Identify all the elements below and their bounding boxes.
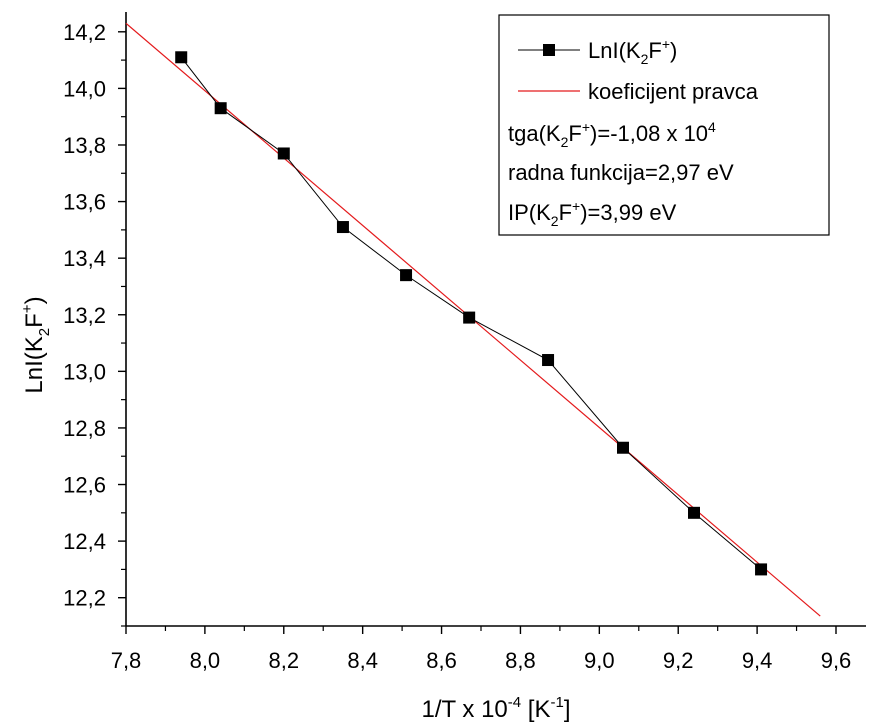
axis-tick-labels: 7,8 8,0 8,2 8,4 8,6 8,8 9,0 9,2 9,4 9,6 12,2 12,4 12… xyxy=(63,20,851,673)
y-axis-title-sup: + xyxy=(19,304,36,313)
y-tick-label: 12,8 xyxy=(63,416,106,441)
x-tick-label: 9,0 xyxy=(584,648,615,673)
y-tick-label: 13,4 xyxy=(63,246,106,271)
x-tick-label: 8,2 xyxy=(268,648,299,673)
y-tick-label: 13,8 xyxy=(63,133,106,158)
x-tick-label: 9,6 xyxy=(821,648,852,673)
data-point-marker xyxy=(400,269,413,282)
x-axis-title-exp: -4 xyxy=(508,694,521,711)
data-point-marker xyxy=(336,221,349,234)
legend-slope-mid: F xyxy=(568,121,581,146)
data-point-marker xyxy=(755,563,768,576)
legend-fit-label: koeficijent pravca xyxy=(588,79,759,104)
y-axis-title-end: ) xyxy=(21,296,48,304)
y-axis-title-text: LnI(K xyxy=(21,336,48,393)
data-point-marker xyxy=(175,51,188,64)
y-axis-title-sub: 2 xyxy=(36,328,53,336)
legend-slope-sub: 2 xyxy=(561,134,569,150)
x-axis-title-unit-post: ] xyxy=(564,696,571,723)
axis-ticks xyxy=(118,31,837,634)
legend: LnI(K2F+) koeficijent pravca tga(K2F+)=-… xyxy=(498,14,830,236)
y-tick-label: 13,0 xyxy=(63,359,106,384)
legend-slope-text: tga(K2F+)=-1,08 x 104 xyxy=(508,119,716,150)
legend-ip-a: IP(K xyxy=(508,200,551,225)
data-point-marker xyxy=(542,354,555,367)
legend-slope-a: tga(K xyxy=(508,121,561,146)
series-lni-markers xyxy=(175,51,768,576)
data-point-marker xyxy=(463,311,476,324)
y-tick-label: 13,6 xyxy=(63,190,106,215)
x-tick-label: 9,4 xyxy=(742,648,773,673)
legend-ip-sub: 2 xyxy=(551,213,559,229)
data-point-marker xyxy=(688,506,700,519)
legend-lni-label: LnI(K2F+) xyxy=(588,36,677,67)
x-axis-title-unit-exp: -1 xyxy=(550,694,563,711)
x-tick-label: 8,6 xyxy=(426,648,457,673)
y-tick-label: 12,4 xyxy=(63,529,106,554)
y-axis-title-mid: F xyxy=(21,313,48,328)
y-axis-title: LnI(K2F+) xyxy=(19,296,53,393)
legend-slope-exp: 4 xyxy=(708,119,716,135)
legend-work-function-text: radna funkcija=2,97 eV xyxy=(508,160,734,185)
legend-lni-sup: + xyxy=(662,36,670,52)
x-tick-label: 9,2 xyxy=(663,648,694,673)
y-tick-label: 12,2 xyxy=(63,586,106,611)
x-axis-title-unit-pre: [K xyxy=(521,696,550,723)
legend-slope-sup: + xyxy=(582,119,590,135)
y-tick-label: 14,2 xyxy=(63,20,106,45)
y-tick-label: 13,2 xyxy=(63,303,106,328)
data-point-marker xyxy=(214,102,227,115)
legend-lni-text: LnI(K xyxy=(588,38,641,63)
data-point-marker xyxy=(617,441,629,454)
y-tick-label: 14,0 xyxy=(63,76,106,101)
legend-ip-mid: F xyxy=(559,200,572,225)
legend-lni-end: ) xyxy=(670,38,677,63)
legend-ip-end: )=3,99 eV xyxy=(580,200,676,225)
legend-ip-text: IP(K2F+)=3,99 eV xyxy=(508,198,677,229)
y-tick-label: 12,6 xyxy=(63,473,106,498)
x-tick-label: 8,0 xyxy=(190,648,221,673)
legend-slope-mid2: )=-1,08 x 10 xyxy=(590,121,708,146)
legend-ip-sup: + xyxy=(572,198,580,214)
x-axis-title: 1/T x 10-4 [K-1] xyxy=(422,694,571,723)
legend-lni-marker xyxy=(543,44,555,56)
legend-lni-mid: F xyxy=(648,38,661,63)
x-tick-label: 7,8 xyxy=(111,648,142,673)
x-tick-label: 8,8 xyxy=(505,648,536,673)
x-axis-title-text: 1/T x 10 xyxy=(422,696,508,723)
x-tick-label: 8,4 xyxy=(347,648,378,673)
series-lni-line xyxy=(180,56,762,570)
data-point-marker xyxy=(277,147,290,160)
legend-lni-sub: 2 xyxy=(641,51,649,67)
